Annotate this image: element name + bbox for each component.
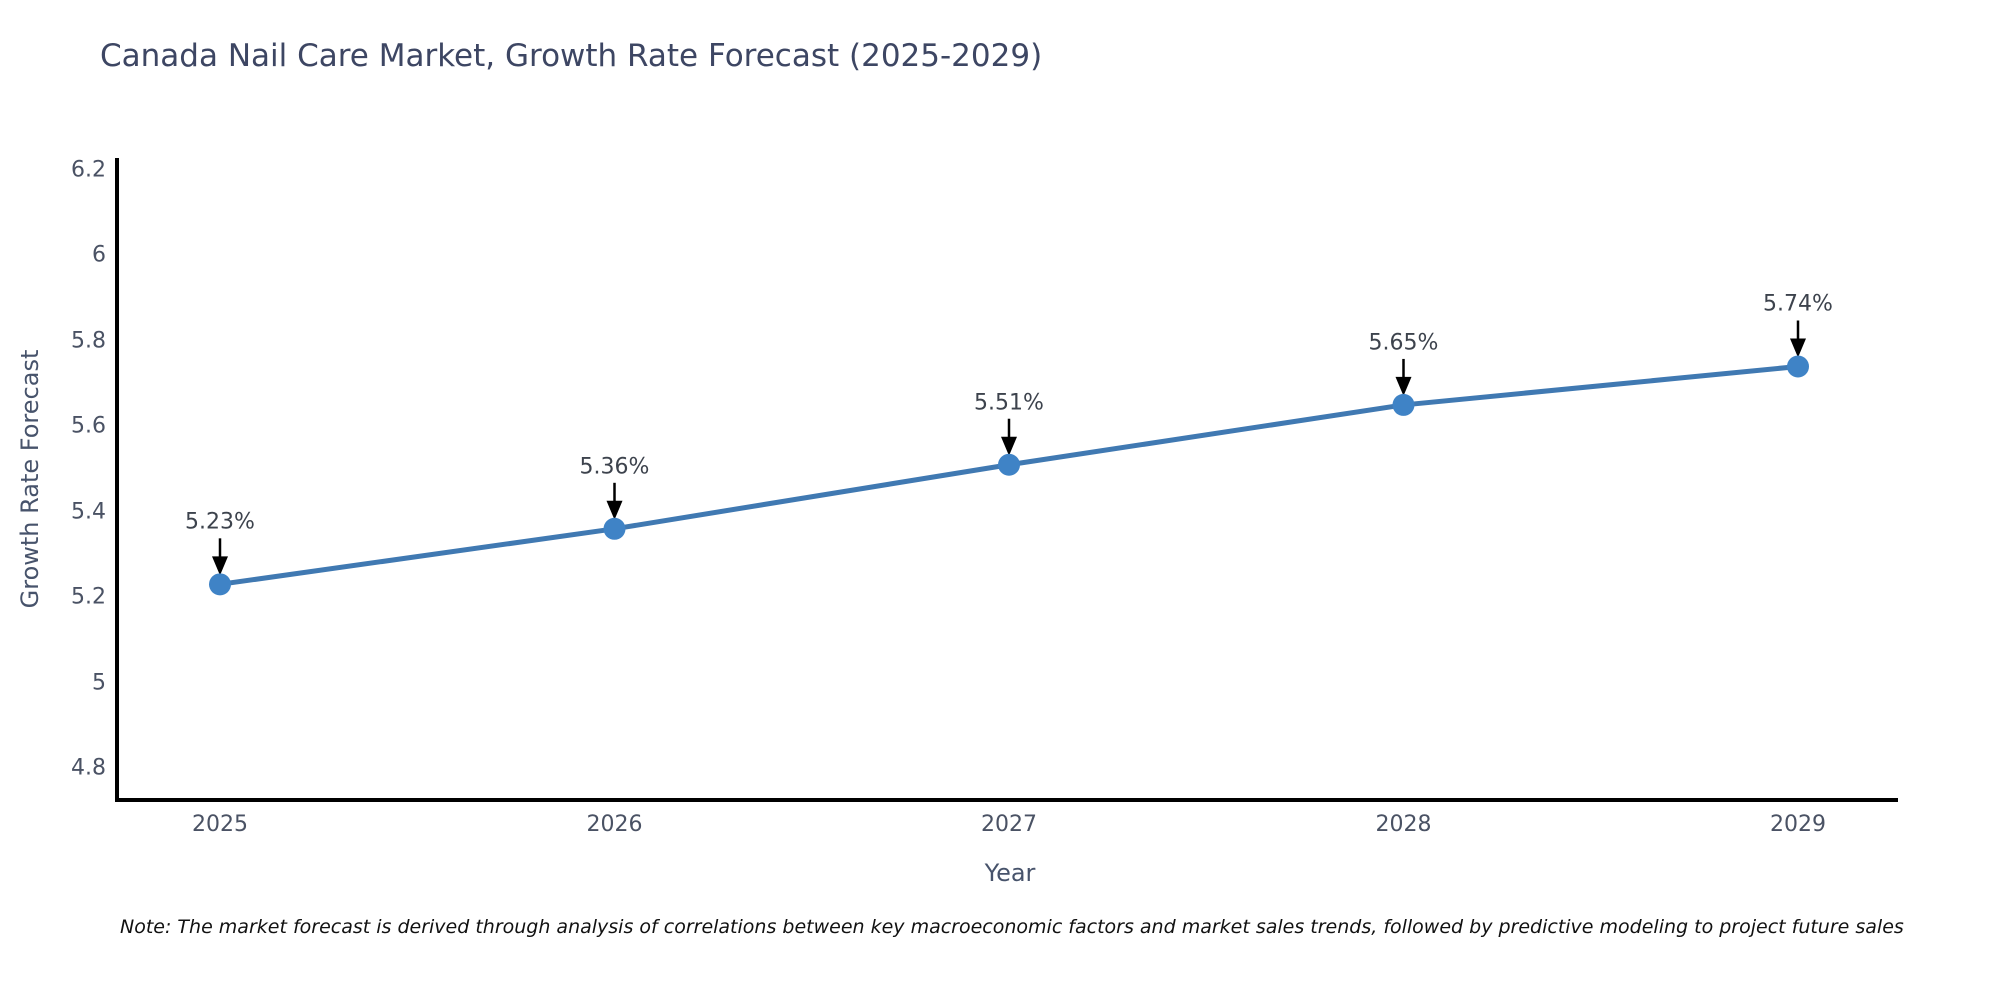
annotation-arrow-head (212, 556, 228, 576)
annotation-arrow-head (1001, 436, 1017, 456)
y-tick-label: 5.2 (71, 584, 106, 610)
x-tick-label: 2025 (192, 812, 248, 837)
data-point-marker (209, 573, 231, 596)
x-axis-title: Year (984, 859, 1036, 887)
y-tick-label: 5.4 (71, 499, 106, 525)
y-tick-label: 5.8 (71, 328, 106, 354)
data-point-marker (1787, 355, 1809, 378)
x-tick-label: 2029 (1770, 812, 1826, 837)
annotation-arrow-head (1790, 338, 1806, 358)
data-point-value-label: 5.36% (579, 454, 650, 480)
data-point-value-label: 5.23% (185, 509, 255, 535)
data-point-marker (603, 517, 626, 540)
chart-title: Canada Nail Care Market, Growth Rate For… (100, 38, 1043, 74)
data-point-value-label: 5.51% (974, 390, 1044, 416)
data-point-value-label: 5.74% (1763, 291, 1833, 317)
annotation-arrow-head (606, 500, 623, 520)
x-tick-label: 2026 (586, 812, 643, 837)
y-axis-title: Growth Rate Forecast (16, 349, 44, 609)
y-tick-label: 6.2 (71, 157, 106, 183)
footnote: Note: The market forecast is derived thr… (120, 916, 1904, 938)
data-point-marker (1392, 393, 1415, 416)
y-tick-label: 5.6 (71, 413, 106, 439)
y-tick-label: 4.8 (71, 755, 106, 781)
x-tick-label: 2027 (981, 812, 1037, 837)
data-point-marker (998, 453, 1020, 476)
x-tick-label: 2028 (1375, 812, 1432, 837)
data-point-value-label: 5.65% (1368, 330, 1439, 356)
y-tick-label: 6 (92, 242, 106, 268)
annotation-arrow-head (1395, 376, 1412, 396)
y-tick-label: 5 (92, 670, 106, 696)
